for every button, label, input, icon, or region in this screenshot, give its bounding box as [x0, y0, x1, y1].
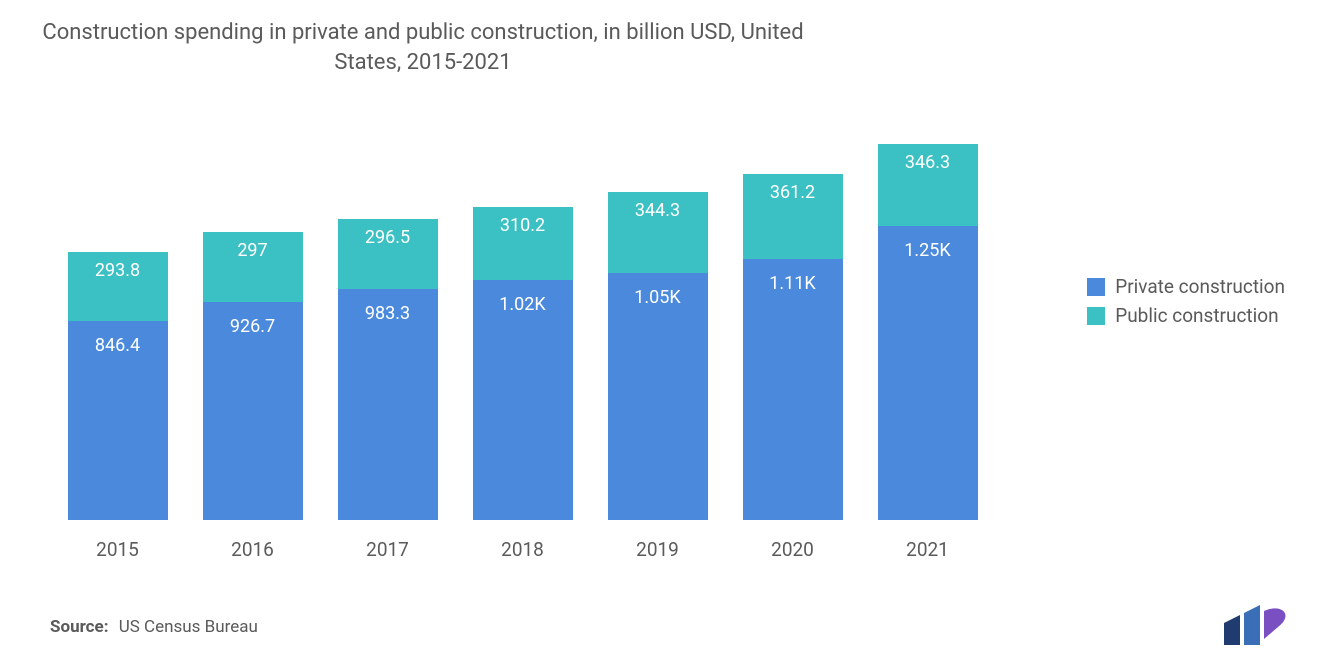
- legend-label-public: Public construction: [1115, 304, 1278, 327]
- bar-segment-private: 846.4: [68, 321, 168, 520]
- bar-segment-private: 983.3: [338, 289, 438, 520]
- bar-group: 1.05K344.3: [608, 192, 708, 520]
- bar-segment-private: 1.02K: [473, 280, 573, 520]
- logo-mark: [1224, 605, 1285, 645]
- source-label: Source:: [50, 617, 108, 637]
- legend-item-public: Public construction: [1087, 304, 1285, 327]
- bar-segment-public: 344.3: [608, 192, 708, 273]
- bar-segment-private: 926.7: [203, 302, 303, 520]
- bar-group: 1.02K310.2: [473, 207, 573, 520]
- legend-swatch-public: [1087, 307, 1105, 325]
- x-tick-label: 2020: [743, 520, 843, 560]
- bar-group: 926.7297: [203, 232, 303, 520]
- x-tick-label: 2017: [338, 520, 438, 560]
- legend-label-private: Private construction: [1115, 275, 1285, 298]
- bar-segment-public: 310.2: [473, 207, 573, 280]
- bar-segment-private: 1.11K: [743, 259, 843, 520]
- plot-area: 846.4293.8926.7297983.3296.51.02K310.21.…: [50, 120, 995, 520]
- x-tick-label: 2016: [203, 520, 303, 560]
- chart-container: Construction spending in private and pub…: [0, 0, 1320, 665]
- bar-group: 846.4293.8: [68, 252, 168, 520]
- x-tick-label: 2021: [878, 520, 978, 560]
- source-line: Source: US Census Bureau: [50, 617, 258, 637]
- bar-segment-public: 296.5: [338, 219, 438, 289]
- x-tick-label: 2018: [473, 520, 573, 560]
- bar-group: 1.11K361.2: [743, 174, 843, 520]
- x-tick-label: 2019: [608, 520, 708, 560]
- bar-group: 1.25K346.3: [878, 144, 978, 520]
- bar-groups: 846.4293.8926.7297983.3296.51.02K310.21.…: [50, 120, 995, 520]
- bar-segment-private: 1.05K: [608, 273, 708, 520]
- bar-group: 983.3296.5: [338, 219, 438, 520]
- bar-segment-public: 293.8: [68, 252, 168, 321]
- legend-item-private: Private construction: [1087, 275, 1285, 298]
- source-text: US Census Bureau: [119, 617, 258, 637]
- chart-title: Construction spending in private and pub…: [38, 18, 808, 77]
- x-tick-label: 2015: [68, 520, 168, 560]
- bar-segment-public: 346.3: [878, 144, 978, 225]
- brand-logo: [1224, 605, 1290, 645]
- legend: Private construction Public construction: [1087, 275, 1285, 333]
- x-axis: 2015 2016 2017 2018 2019 2020 2021: [50, 520, 995, 560]
- bar-segment-public: 361.2: [743, 174, 843, 259]
- legend-swatch-private: [1087, 278, 1105, 296]
- bar-segment-public: 297: [203, 232, 303, 302]
- bar-segment-private: 1.25K: [878, 226, 978, 520]
